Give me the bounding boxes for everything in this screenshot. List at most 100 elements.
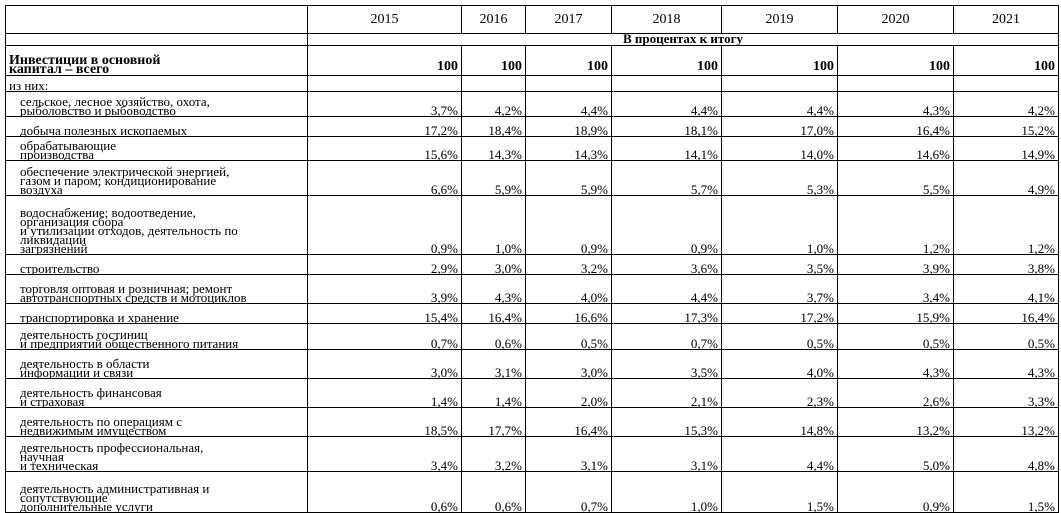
share-value: 14,8%: [721, 407, 838, 437]
subheader-row: из них:: [5, 75, 1059, 92]
total-value: 100: [953, 45, 1059, 76]
share-value: 3,5%: [611, 349, 722, 379]
industry-label-line: организация сбора: [20, 214, 124, 229]
industry-label-line: деятельность гостиниц: [20, 327, 148, 342]
industry-label: деятельность административная и сопутству…: [5, 471, 308, 513]
share-value: 13,2%: [953, 407, 1059, 437]
share-value: 1,5%: [721, 471, 838, 513]
total-value: 100: [837, 45, 954, 76]
industry-label-line: обеспечение электрической энергией,: [20, 164, 230, 179]
industry-label-line: автотранспортных средств и мотоциклов: [20, 290, 247, 304]
share-value: 16,4%: [525, 407, 612, 437]
industry-row: деятельность в области информации и связи…: [5, 349, 1059, 379]
share-value: 4,4%: [721, 91, 838, 117]
share-value: 16,4%: [461, 303, 526, 324]
share-value: 4,3%: [837, 91, 954, 117]
industry-row: обрабатывающие производства 15,6% 14,3% 14,3…: [5, 136, 1059, 161]
year-header: 2020: [837, 5, 954, 34]
share-value: 4,4%: [611, 274, 722, 304]
share-value: 14,0%: [721, 136, 838, 161]
industry-label-line: научная: [20, 449, 64, 464]
industry-label-line: газом и паром; кондиционирование: [20, 173, 217, 188]
industry-label: обрабатывающие производства: [5, 136, 308, 161]
industry-label-line: транспортировка и хранение: [20, 310, 179, 324]
total-label-line: Инвестиции в основной: [9, 53, 161, 68]
header-corner-cell: [5, 5, 308, 34]
share-value: 0,5%: [837, 323, 954, 350]
share-value: 0,7%: [525, 471, 612, 513]
share-value: 18,9%: [525, 116, 612, 137]
share-value: 0,7%: [307, 323, 462, 350]
share-value: 5,5%: [837, 160, 954, 196]
industry-label-line: дополнительные услуги: [20, 499, 153, 513]
empty-cell: [953, 75, 1059, 92]
industry-label-line: торговля оптовая и розничная; ремонт: [20, 281, 233, 296]
table-body: 2015 2016 2017 2018 2019 2020 2021 В про…: [5, 5, 1059, 513]
share-value: 15,9%: [837, 303, 954, 324]
industry-label: деятельность по операциям с недвижимым им…: [5, 407, 308, 437]
industry-label-line: и предприятий общественного питания: [20, 336, 239, 350]
total-value: 100: [721, 45, 838, 76]
industry-label: обеспечение электрической энергией, газом…: [5, 160, 308, 196]
share-value: 14,9%: [953, 136, 1059, 161]
industry-label-line: водоснабжение; водоотведение,: [20, 205, 196, 220]
share-value: 2,1%: [611, 378, 722, 408]
share-value: 1,2%: [837, 195, 954, 255]
share-value: 4,0%: [721, 349, 838, 379]
industry-label: добыча полезных ископаемых: [5, 116, 308, 137]
industry-label-line: деятельность в области: [20, 356, 150, 371]
industry-label-line: добыча полезных ископаемых: [20, 123, 188, 137]
share-value: 4,4%: [525, 91, 612, 117]
share-value: 4,4%: [721, 436, 838, 472]
empty-cell: [611, 75, 722, 92]
year-header: 2016: [461, 5, 526, 34]
industry-label: строительство: [5, 254, 308, 275]
share-value: 18,4%: [461, 116, 526, 137]
share-value: 14,1%: [611, 136, 722, 161]
empty-cell: [307, 75, 462, 92]
share-value: 17,2%: [721, 303, 838, 324]
share-value: 15,3%: [611, 407, 722, 437]
share-value: 0,9%: [307, 195, 462, 255]
industry-label-line: и техническая: [20, 458, 99, 472]
industry-label: торговля оптовая и розничная; ремонт авто…: [5, 274, 308, 304]
share-value: 5,7%: [611, 160, 722, 196]
year-header: 2019: [721, 5, 838, 34]
industry-label: транспортировка и хранение: [5, 303, 308, 324]
share-value: 1,5%: [953, 471, 1059, 513]
share-value: 3,9%: [837, 254, 954, 275]
share-value: 17,2%: [307, 116, 462, 137]
share-value: 2,3%: [721, 378, 838, 408]
year-header: 2015: [307, 5, 462, 34]
share-value: 2,0%: [525, 378, 612, 408]
industry-label-line: загрязнений: [20, 241, 88, 255]
share-value: 3,1%: [525, 436, 612, 472]
share-value: 17,0%: [721, 116, 838, 137]
share-value: 14,6%: [837, 136, 954, 161]
empty-cell: [525, 75, 612, 92]
industry-row: торговля оптовая и розничная; ремонт авто…: [5, 274, 1059, 304]
industry-row: деятельность финансовая и страховая 1,4% 1,…: [5, 378, 1059, 408]
industry-label-line: производства: [20, 147, 95, 161]
industry-row: транспортировка и хранение 15,4% 16,4% 16,6…: [5, 303, 1059, 324]
share-value: 5,9%: [525, 160, 612, 196]
share-value: 3,1%: [611, 436, 722, 472]
year-header: 2021: [953, 5, 1059, 34]
industry-row: сельское, лесное хозяйство, охота, рыболо…: [5, 91, 1059, 117]
share-value: 4,3%: [953, 349, 1059, 379]
industry-row: деятельность административная и сопутству…: [5, 471, 1059, 513]
industry-label: деятельность в области информации и связи: [5, 349, 308, 379]
share-value: 3,7%: [721, 274, 838, 304]
total-label-line: капитал – всего: [9, 62, 110, 76]
industry-label-line: и утилизации отходов, деятельность по: [20, 223, 238, 238]
share-value: 3,4%: [837, 274, 954, 304]
share-value: 6,6%: [307, 160, 462, 196]
share-value: 3,1%: [461, 349, 526, 379]
year-header: 2018: [611, 5, 722, 34]
industry-label: деятельность гостиниц и предприятий общес…: [5, 323, 308, 350]
empty-cell: [837, 75, 954, 92]
share-value: 14,3%: [461, 136, 526, 161]
share-value: 0,5%: [721, 323, 838, 350]
share-value: 5,9%: [461, 160, 526, 196]
share-value: 3,9%: [307, 274, 462, 304]
